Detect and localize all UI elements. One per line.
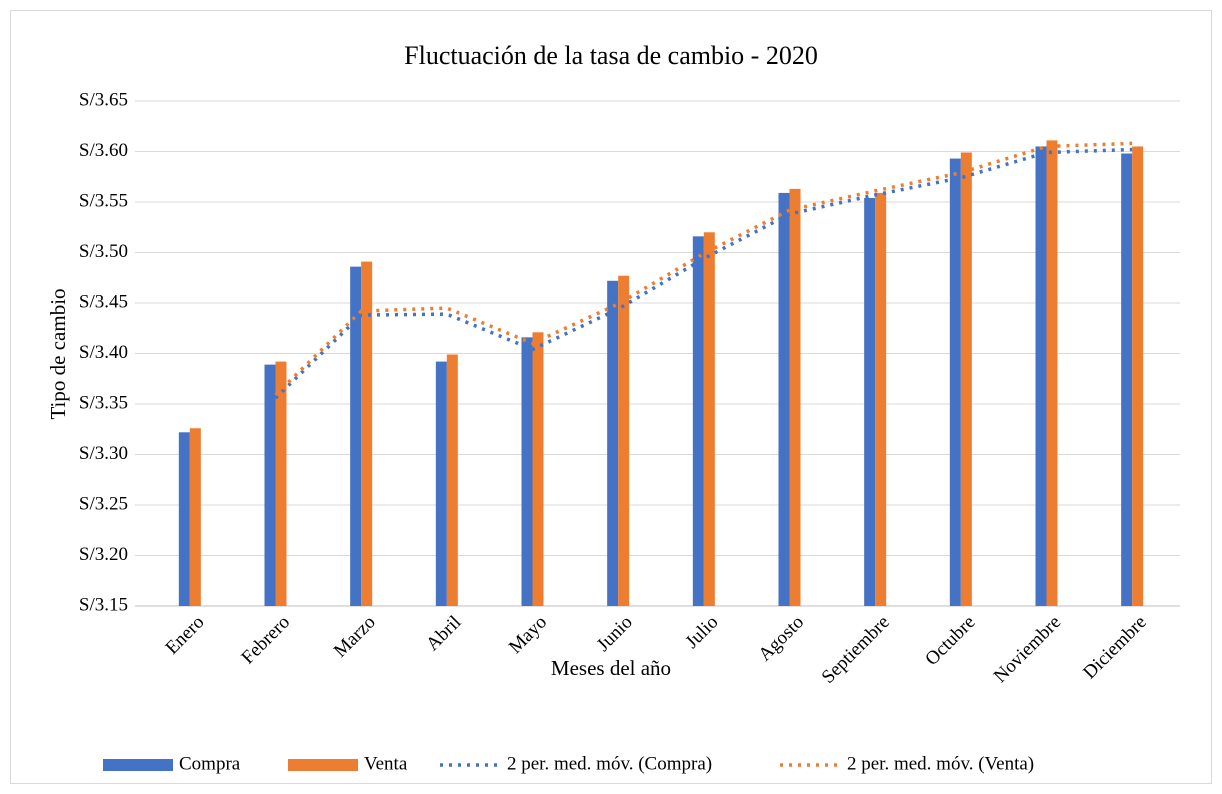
bar	[1046, 140, 1058, 606]
bar	[189, 428, 201, 606]
bar	[949, 158, 961, 606]
bar	[789, 188, 801, 606]
legend-label: 2 per. med. móv. (Venta)	[847, 753, 1034, 774]
legend-label: 2 per. med. móv. (Compra)	[507, 753, 712, 774]
bar	[1132, 146, 1144, 606]
bar	[875, 192, 887, 606]
y-tick-label: S/3.25	[79, 493, 128, 514]
y-tick-label: S/3.50	[79, 241, 128, 262]
trend-line	[274, 147, 1133, 400]
bar	[703, 232, 715, 607]
bar	[864, 197, 876, 606]
trend-line	[274, 141, 1133, 397]
bar	[618, 275, 630, 606]
legend-swatch	[103, 759, 173, 771]
legend-swatch	[288, 759, 358, 771]
bar	[1035, 146, 1047, 606]
bar	[361, 261, 373, 606]
bar	[275, 361, 287, 606]
y-tick-label: S/3.40	[79, 342, 128, 363]
y-tick-label: S/3.55	[79, 190, 128, 211]
y-axis-title: Tipo de cambio	[46, 288, 70, 419]
x-axis-title: Meses del año	[551, 656, 671, 680]
bar	[778, 192, 790, 606]
legend-label: Venta	[364, 753, 408, 774]
y-tick-label: S/3.15	[79, 594, 128, 615]
chart-title: Fluctuación de la tasa de cambio - 2020	[404, 41, 818, 70]
bar	[521, 337, 533, 606]
bar	[607, 280, 619, 606]
y-tick-label: S/3.65	[79, 89, 128, 110]
bar	[178, 432, 190, 606]
bar	[435, 361, 447, 606]
y-tick-label: S/3.30	[79, 443, 128, 464]
y-tick-label: S/3.45	[79, 291, 128, 312]
y-tick-label: S/3.60	[79, 140, 128, 161]
bar	[350, 266, 362, 606]
legend-label: Compra	[179, 753, 241, 774]
bar	[446, 354, 458, 606]
y-tick-label: S/3.20	[79, 544, 128, 565]
y-tick-label: S/3.35	[79, 392, 128, 413]
bar	[692, 236, 704, 606]
bar	[264, 364, 276, 606]
bar	[1121, 153, 1133, 606]
bar	[960, 152, 972, 606]
bar	[532, 332, 544, 606]
